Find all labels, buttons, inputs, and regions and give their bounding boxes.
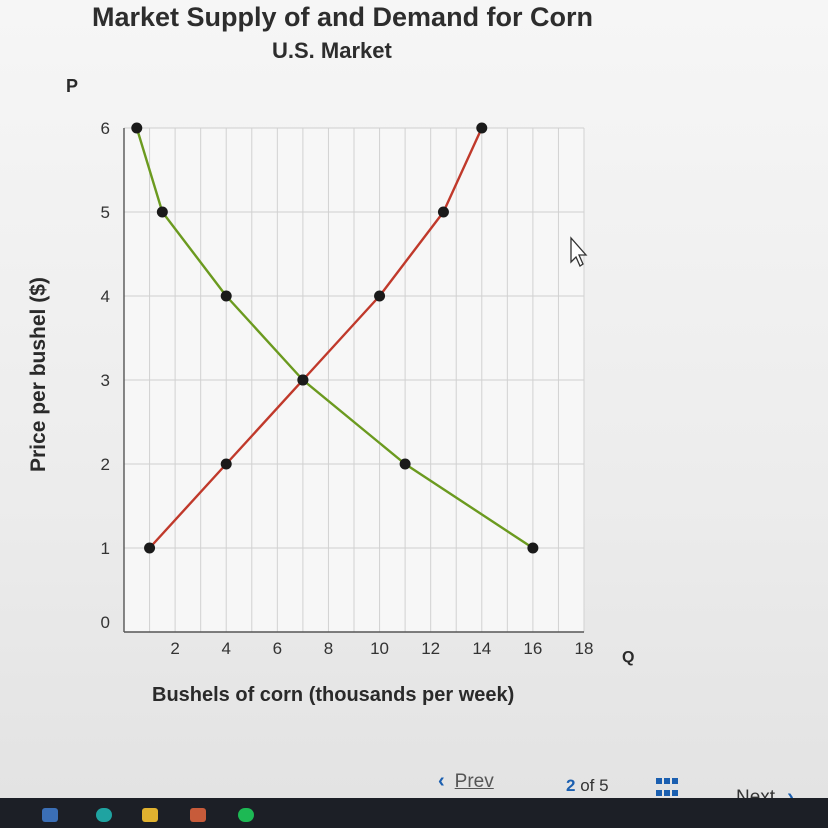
y-tick-label: 6 bbox=[101, 119, 110, 138]
taskbar-app-icon[interactable] bbox=[42, 808, 58, 822]
series-1-point bbox=[156, 206, 168, 218]
y-tick-label: 0 bbox=[101, 613, 110, 632]
series-1-point bbox=[220, 290, 232, 302]
store-icon[interactable] bbox=[190, 808, 206, 822]
y-tick-label: 4 bbox=[101, 287, 110, 306]
page-indicator: 2 of 5 bbox=[566, 776, 609, 796]
x-axis-letter: Q bbox=[622, 649, 634, 666]
series-1-point bbox=[527, 542, 539, 554]
taskbar bbox=[0, 798, 828, 828]
x-tick-label: 10 bbox=[370, 639, 389, 658]
page-current: 2 bbox=[566, 776, 576, 795]
series-2-point bbox=[144, 542, 156, 554]
folder-icon[interactable] bbox=[142, 808, 158, 822]
x-tick-label: 2 bbox=[170, 639, 179, 658]
grid-icon[interactable] bbox=[656, 778, 680, 800]
grid-layer bbox=[124, 127, 585, 632]
series-2-point bbox=[476, 122, 488, 134]
series-layer bbox=[131, 122, 539, 554]
x-tick-label: 6 bbox=[273, 639, 282, 658]
x-tick-label: 18 bbox=[575, 639, 594, 658]
series-line-1 bbox=[135, 127, 534, 550]
x-tick-label: 16 bbox=[523, 639, 542, 658]
series-2-point bbox=[297, 374, 309, 386]
y-tick-label: 5 bbox=[101, 203, 110, 222]
y-axis-letter: P bbox=[66, 76, 78, 96]
series-2-point bbox=[374, 290, 386, 302]
x-tick-label: 4 bbox=[221, 639, 230, 658]
y-tick-label: 3 bbox=[101, 371, 110, 390]
chevron-right-icon: › bbox=[787, 786, 794, 808]
x-tick-label: 8 bbox=[324, 639, 333, 658]
x-tick-label: 12 bbox=[421, 639, 440, 658]
prev-button[interactable]: ‹ Prev bbox=[438, 770, 494, 793]
y-tick-label: 2 bbox=[101, 455, 110, 474]
x-tick-label: 14 bbox=[472, 639, 491, 658]
chevron-left-icon: ‹ bbox=[438, 770, 445, 792]
chart-subtitle: U.S. Market bbox=[272, 38, 392, 63]
series-1-point bbox=[131, 122, 143, 134]
chart-title: Market Supply of and Demand for Corn bbox=[92, 2, 594, 32]
series-2-point bbox=[220, 458, 232, 470]
page-of: of 5 bbox=[580, 776, 609, 795]
edge-browser-icon[interactable] bbox=[96, 808, 112, 822]
series-line-2 bbox=[148, 127, 483, 549]
series-1-point bbox=[399, 458, 411, 470]
y-tick-label: 1 bbox=[101, 539, 110, 558]
mouse-cursor-icon bbox=[570, 236, 588, 267]
series-2-point bbox=[437, 206, 449, 218]
spotify-icon[interactable] bbox=[238, 808, 254, 822]
x-axis-label: Bushels of corn (thousands per week) bbox=[152, 684, 515, 706]
prev-label: Prev bbox=[454, 770, 494, 792]
